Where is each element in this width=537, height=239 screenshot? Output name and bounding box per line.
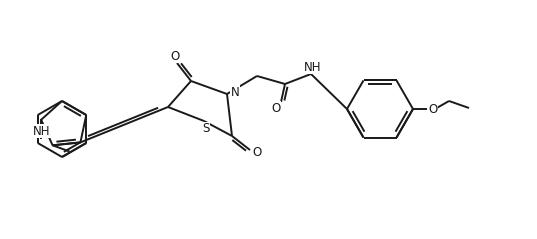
Text: NH: NH [32,125,50,138]
Text: S: S [202,123,209,136]
Text: NH: NH [304,60,322,74]
Text: O: O [429,103,438,115]
Text: O: O [271,102,281,114]
Text: O: O [252,146,262,158]
Text: O: O [170,49,179,63]
Text: N: N [230,86,240,98]
